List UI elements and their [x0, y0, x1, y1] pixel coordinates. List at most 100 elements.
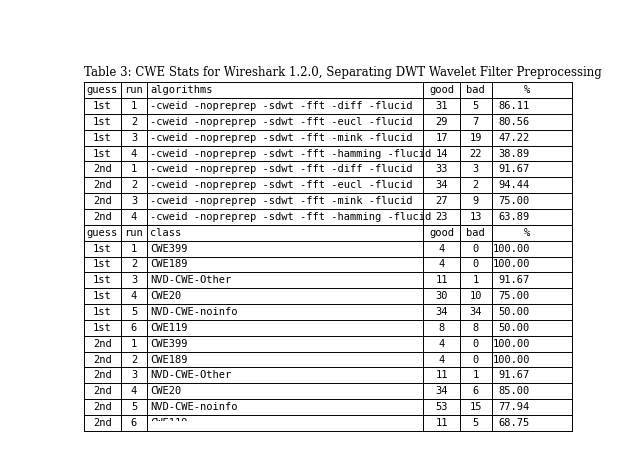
Text: 22: 22	[469, 149, 482, 158]
Text: CWE119: CWE119	[150, 323, 188, 333]
Text: 1st: 1st	[93, 244, 111, 254]
Text: 6: 6	[131, 418, 137, 428]
Text: 68.75: 68.75	[499, 418, 530, 428]
Text: %: %	[524, 228, 530, 238]
Text: 4: 4	[131, 386, 137, 396]
Text: 5: 5	[131, 402, 137, 412]
Text: 1st: 1st	[93, 275, 111, 285]
Text: 1st: 1st	[93, 307, 111, 317]
Text: 100.00: 100.00	[493, 354, 530, 365]
Text: -cweid -nopreprep -sdwt -fft -mink -flucid: -cweid -nopreprep -sdwt -fft -mink -fluc…	[150, 133, 413, 143]
Text: good: good	[429, 85, 454, 95]
Text: 4: 4	[131, 212, 137, 222]
Text: 19: 19	[469, 133, 482, 143]
Text: 1st: 1st	[93, 260, 111, 270]
Text: run: run	[125, 228, 143, 238]
Text: 1st: 1st	[93, 101, 111, 111]
Text: -cweid -nopreprep -sdwt -fft -diff -flucid: -cweid -nopreprep -sdwt -fft -diff -fluc…	[150, 165, 413, 175]
Text: 2: 2	[131, 354, 137, 365]
Text: 1: 1	[131, 165, 137, 175]
Text: CWE189: CWE189	[150, 260, 188, 270]
Text: 33: 33	[435, 165, 448, 175]
Text: 4: 4	[131, 149, 137, 158]
Text: 11: 11	[435, 418, 448, 428]
Text: NVD-CWE-noinfo: NVD-CWE-noinfo	[150, 402, 238, 412]
Text: 17: 17	[435, 133, 448, 143]
Text: 5: 5	[472, 101, 479, 111]
Text: 2nd: 2nd	[93, 196, 111, 206]
Text: 13: 13	[469, 212, 482, 222]
Text: 47.22: 47.22	[499, 133, 530, 143]
Text: 29: 29	[435, 117, 448, 127]
Text: 2: 2	[131, 180, 137, 190]
Text: NVD-CWE-noinfo: NVD-CWE-noinfo	[150, 307, 238, 317]
Text: 31: 31	[435, 101, 448, 111]
Text: 30: 30	[435, 291, 448, 301]
Text: bad: bad	[467, 85, 485, 95]
Text: 75.00: 75.00	[499, 291, 530, 301]
Text: 2nd: 2nd	[93, 180, 111, 190]
Text: 4: 4	[131, 291, 137, 301]
Text: 10: 10	[469, 291, 482, 301]
Text: 50.00: 50.00	[499, 323, 530, 333]
Text: 3: 3	[472, 165, 479, 175]
Text: 50.00: 50.00	[499, 307, 530, 317]
Text: %: %	[524, 85, 530, 95]
Text: 34: 34	[435, 307, 448, 317]
Text: algorithms: algorithms	[150, 85, 213, 95]
Text: guess: guess	[86, 85, 118, 95]
Text: Table 3: CWE Stats for Wireshark 1.2.0, Separating DWT Wavelet Filter Preprocess: Table 3: CWE Stats for Wireshark 1.2.0, …	[84, 66, 602, 79]
Text: 1st: 1st	[93, 133, 111, 143]
Text: -cweid -nopreprep -sdwt -fft -hamming -flucid: -cweid -nopreprep -sdwt -fft -hamming -f…	[150, 212, 431, 222]
Text: CWE20: CWE20	[150, 386, 182, 396]
Text: 3: 3	[131, 370, 137, 380]
Text: CWE399: CWE399	[150, 244, 188, 254]
Text: 4: 4	[438, 354, 445, 365]
Text: CWE399: CWE399	[150, 339, 188, 349]
Text: 34: 34	[469, 307, 482, 317]
Text: NVD-CWE-Other: NVD-CWE-Other	[150, 370, 232, 380]
Text: 100.00: 100.00	[493, 339, 530, 349]
Text: 2nd: 2nd	[93, 354, 111, 365]
Text: 2: 2	[131, 260, 137, 270]
Text: 9: 9	[472, 196, 479, 206]
Text: guess: guess	[86, 228, 118, 238]
Text: 91.67: 91.67	[499, 275, 530, 285]
Text: 4: 4	[438, 260, 445, 270]
Text: 15: 15	[469, 402, 482, 412]
Text: 91.67: 91.67	[499, 370, 530, 380]
Text: 2nd: 2nd	[93, 370, 111, 380]
Text: 6: 6	[131, 323, 137, 333]
Text: class: class	[150, 228, 182, 238]
Text: 1: 1	[131, 101, 137, 111]
Text: 2: 2	[472, 180, 479, 190]
Text: 2nd: 2nd	[93, 165, 111, 175]
Text: 86.11: 86.11	[499, 101, 530, 111]
Text: 23: 23	[435, 212, 448, 222]
Text: 27: 27	[435, 196, 448, 206]
Text: 53: 53	[435, 402, 448, 412]
Text: 8: 8	[472, 323, 479, 333]
Text: 4: 4	[438, 244, 445, 254]
Text: run: run	[125, 85, 143, 95]
Text: 8: 8	[438, 323, 445, 333]
Text: 80.56: 80.56	[499, 117, 530, 127]
Text: 38.89: 38.89	[499, 149, 530, 158]
Text: 75.00: 75.00	[499, 196, 530, 206]
Text: 85.00: 85.00	[499, 386, 530, 396]
Text: 94.44: 94.44	[499, 180, 530, 190]
Text: 2nd: 2nd	[93, 402, 111, 412]
Text: 2nd: 2nd	[93, 386, 111, 396]
Text: 2nd: 2nd	[93, 418, 111, 428]
Text: 7: 7	[472, 117, 479, 127]
Text: 0: 0	[472, 244, 479, 254]
Text: 14: 14	[435, 149, 448, 158]
Text: 63.89: 63.89	[499, 212, 530, 222]
Text: 1st: 1st	[93, 323, 111, 333]
Text: 0: 0	[472, 339, 479, 349]
Text: 11: 11	[435, 370, 448, 380]
Text: 1st: 1st	[93, 117, 111, 127]
Text: 3: 3	[131, 196, 137, 206]
Text: 1: 1	[472, 370, 479, 380]
Text: 4: 4	[438, 339, 445, 349]
